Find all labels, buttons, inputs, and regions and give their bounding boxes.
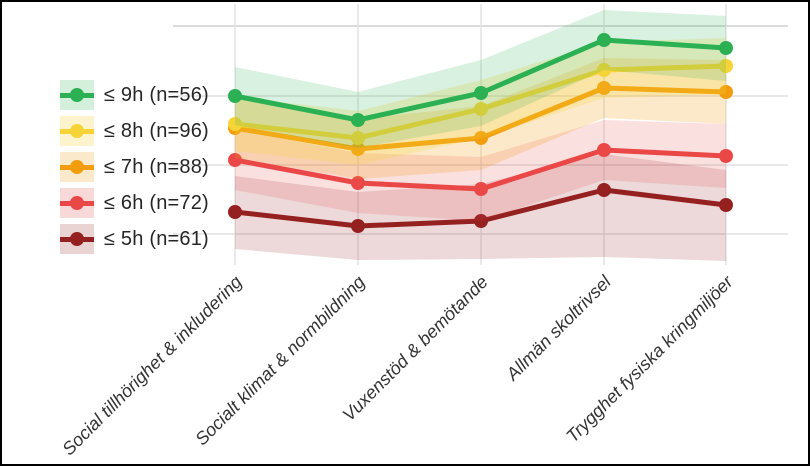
legend-swatch-7h-icon [60, 152, 94, 182]
dot-5h [351, 219, 365, 233]
dot-9h [228, 89, 242, 103]
legend-swatch-8h-icon [60, 116, 94, 146]
x-axis-label: Vuxenstöd & bemötande [339, 272, 492, 425]
dot-8h [597, 63, 611, 77]
legend: ≤ 9h (n=56) ≤ 8h (n=96) ≤ 7h (n=88) ≤ 6h… [60, 80, 209, 254]
dot-8h [351, 131, 365, 145]
legend-swatch-6h-icon [60, 188, 94, 218]
dot-6h [719, 149, 733, 163]
legend-dot-icon [70, 124, 84, 138]
x-axis-label: Allmän skoltrivsel [502, 271, 616, 385]
dot-5h [719, 198, 733, 212]
dot-5h [474, 214, 488, 228]
dot-8h [474, 102, 488, 116]
legend-label-6h: ≤ 6h (n=72) [104, 191, 209, 214]
dot-5h [228, 205, 242, 219]
legend-label-5h: ≤ 5h (n=61) [104, 227, 209, 250]
dot-9h [597, 33, 611, 47]
legend-item-5h[interactable]: ≤ 5h (n=61) [60, 224, 209, 254]
legend-dot-icon [70, 232, 84, 246]
legend-label-9h: ≤ 9h (n=56) [104, 83, 209, 106]
dot-7h [597, 81, 611, 95]
legend-swatch-5h-icon [60, 224, 94, 254]
dot-7h [474, 131, 488, 145]
legend-dot-icon [70, 88, 84, 102]
dot-5h [597, 183, 611, 197]
dot-8h [228, 117, 242, 131]
dot-9h [351, 113, 365, 127]
legend-dot-icon [70, 196, 84, 210]
dot-6h [597, 143, 611, 157]
dot-6h [228, 153, 242, 167]
legend-dot-icon [70, 160, 84, 174]
band-5h [235, 154, 726, 261]
dot-9h [474, 86, 488, 100]
dot-9h [719, 41, 733, 55]
dot-6h [474, 182, 488, 196]
dot-8h [719, 59, 733, 73]
legend-item-7h[interactable]: ≤ 7h (n=88) [60, 152, 209, 182]
legend-label-8h: ≤ 8h (n=96) [104, 119, 209, 142]
dot-7h [719, 85, 733, 99]
legend-item-9h[interactable]: ≤ 9h (n=56) [60, 80, 209, 110]
dot-7h [351, 142, 365, 156]
dot-6h [351, 176, 365, 190]
legend-item-8h[interactable]: ≤ 8h (n=96) [60, 116, 209, 146]
legend-swatch-9h-icon [60, 80, 94, 110]
legend-item-6h[interactable]: ≤ 6h (n=72) [60, 188, 209, 218]
legend-label-7h: ≤ 7h (n=88) [104, 155, 209, 178]
